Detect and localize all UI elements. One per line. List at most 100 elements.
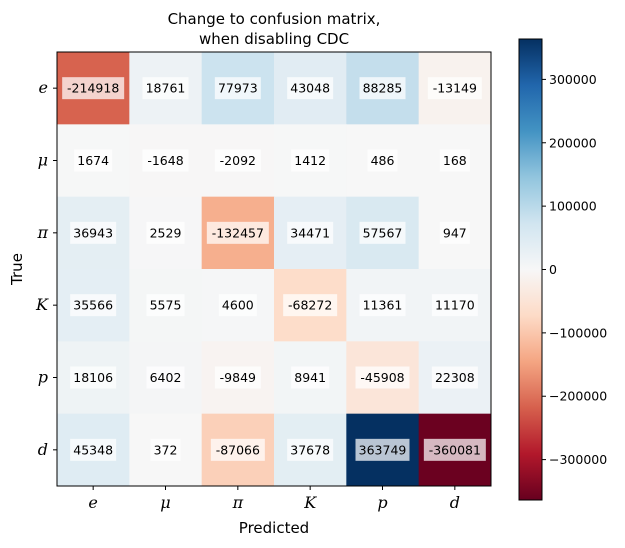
cell-label-box (146, 366, 185, 389)
y-tick-label: π (36, 223, 48, 242)
colorbar-tick-label: −300000 (549, 452, 607, 467)
chart-title-line-1: Change to confusion matrix, (168, 10, 381, 28)
cell-label-box (287, 221, 334, 244)
cell-value-label: 34471 (290, 225, 330, 240)
colorbar-tick-label: 300000 (549, 72, 597, 87)
cell-value-label: 5575 (150, 298, 182, 313)
cell-value-label: 486 (371, 153, 395, 168)
cell-label-box (142, 149, 189, 172)
cell-label-box (359, 294, 406, 317)
colorbar-tick-label: 100000 (549, 199, 597, 214)
cell-label-box (150, 438, 181, 461)
cell-value-label: 77973 (218, 81, 258, 96)
cell-value-label: 1412 (294, 153, 326, 168)
cell-label-box (427, 77, 482, 100)
cell-value-label: 168 (443, 153, 467, 168)
y-tick-label: e (39, 78, 48, 97)
cell-label-box (287, 77, 334, 100)
cell-value-label: -9849 (220, 370, 256, 385)
colorbar-tick-label: 0 (549, 262, 557, 277)
cell-label-box (359, 77, 406, 100)
cell-value-label: -45908 (360, 370, 404, 385)
cell-value-label: 18106 (73, 370, 113, 385)
cell-value-label: -214918 (67, 81, 119, 96)
cell-value-label: 18761 (146, 81, 186, 96)
cell-label-box (74, 149, 113, 172)
cell-value-label: 1674 (77, 153, 109, 168)
cell-label-box (291, 149, 330, 172)
cell-value-label: 88285 (363, 81, 403, 96)
cell-value-label: 4600 (222, 298, 254, 313)
cell-value-label: 43048 (290, 81, 330, 96)
cell-label-box (283, 294, 338, 317)
x-tick-label: π (232, 493, 244, 512)
cell-value-label: 11170 (435, 298, 475, 313)
cell-value-label: 8941 (294, 370, 326, 385)
cell-label-box (70, 221, 117, 244)
cell-value-label: 37678 (290, 442, 330, 457)
cell-label-box (431, 366, 478, 389)
chart-title-line-2: when disabling CDC (199, 30, 349, 48)
cell-label-box (359, 221, 406, 244)
x-tick-label: p (377, 493, 387, 512)
x-tick-label: μ (160, 493, 170, 512)
cell-value-label: -13149 (433, 81, 477, 96)
cell-value-label: -1648 (147, 153, 183, 168)
cell-label-box (62, 77, 125, 100)
colorbar-tick-label: 200000 (549, 135, 597, 150)
colorbar-tick-label: −100000 (549, 325, 607, 340)
cell-label-box (423, 438, 486, 461)
cell-value-label: -360081 (429, 442, 481, 457)
x-tick-label: d (450, 493, 460, 512)
cell-label-box (218, 294, 257, 317)
cell-value-label: 6402 (150, 370, 182, 385)
cell-label-box (439, 149, 470, 172)
y-axis-ticks: e μ π Kp d (35, 78, 57, 459)
cell-label-box (70, 294, 117, 317)
cell-label-box (291, 366, 330, 389)
x-tick-label: e (88, 493, 97, 512)
cell-label-box (355, 366, 410, 389)
cell-value-label: -2092 (220, 153, 256, 168)
x-axis-title: Predicted (239, 519, 309, 537)
cell-label-box (214, 366, 261, 389)
cell-value-label: -68272 (288, 298, 332, 313)
x-tick-label: K (303, 493, 317, 512)
cell-value-label: 372 (154, 442, 178, 457)
cell-value-label: 45348 (73, 442, 113, 457)
colorbar (518, 38, 543, 501)
cell-value-label: 36943 (73, 225, 113, 240)
cell-label-box (287, 438, 334, 461)
cell-value-label: 947 (443, 225, 467, 240)
cell-label-box (206, 221, 269, 244)
cell-label-box (214, 77, 261, 100)
cell-value-label: 57567 (363, 225, 403, 240)
cell-value-label: -87066 (216, 442, 260, 457)
cell-label-box (70, 366, 117, 389)
y-tick-label: μ (38, 151, 48, 170)
cell-label-box (439, 221, 470, 244)
cell-value-label: 35566 (73, 298, 113, 313)
cell-value-label: -132457 (212, 225, 264, 240)
cell-label-box (355, 438, 410, 461)
cell-value-label: 11361 (363, 298, 403, 313)
y-tick-label: p (38, 368, 48, 387)
cell-label-box (142, 77, 189, 100)
cell-label-box (70, 438, 117, 461)
cell-label-box (214, 149, 261, 172)
cell-value-label: 22308 (435, 370, 475, 385)
y-tick-label: d (38, 440, 48, 459)
cell-value-label: 2529 (150, 225, 182, 240)
cell-label-box (431, 294, 478, 317)
cell-label-box (146, 294, 185, 317)
colorbar-ticks: 300000 200000 100000 0 −100000 −200000 −300000 (542, 72, 607, 467)
y-axis-title: True (8, 253, 26, 286)
colorbar-tick-label: −200000 (549, 389, 607, 404)
plot-frame (56, 51, 492, 487)
cell-value-label: 363749 (359, 442, 407, 457)
y-tick-label: K (35, 295, 49, 314)
cell-label-box (146, 221, 185, 244)
cell-label-box (367, 149, 398, 172)
heatmap-cells (57, 52, 492, 487)
